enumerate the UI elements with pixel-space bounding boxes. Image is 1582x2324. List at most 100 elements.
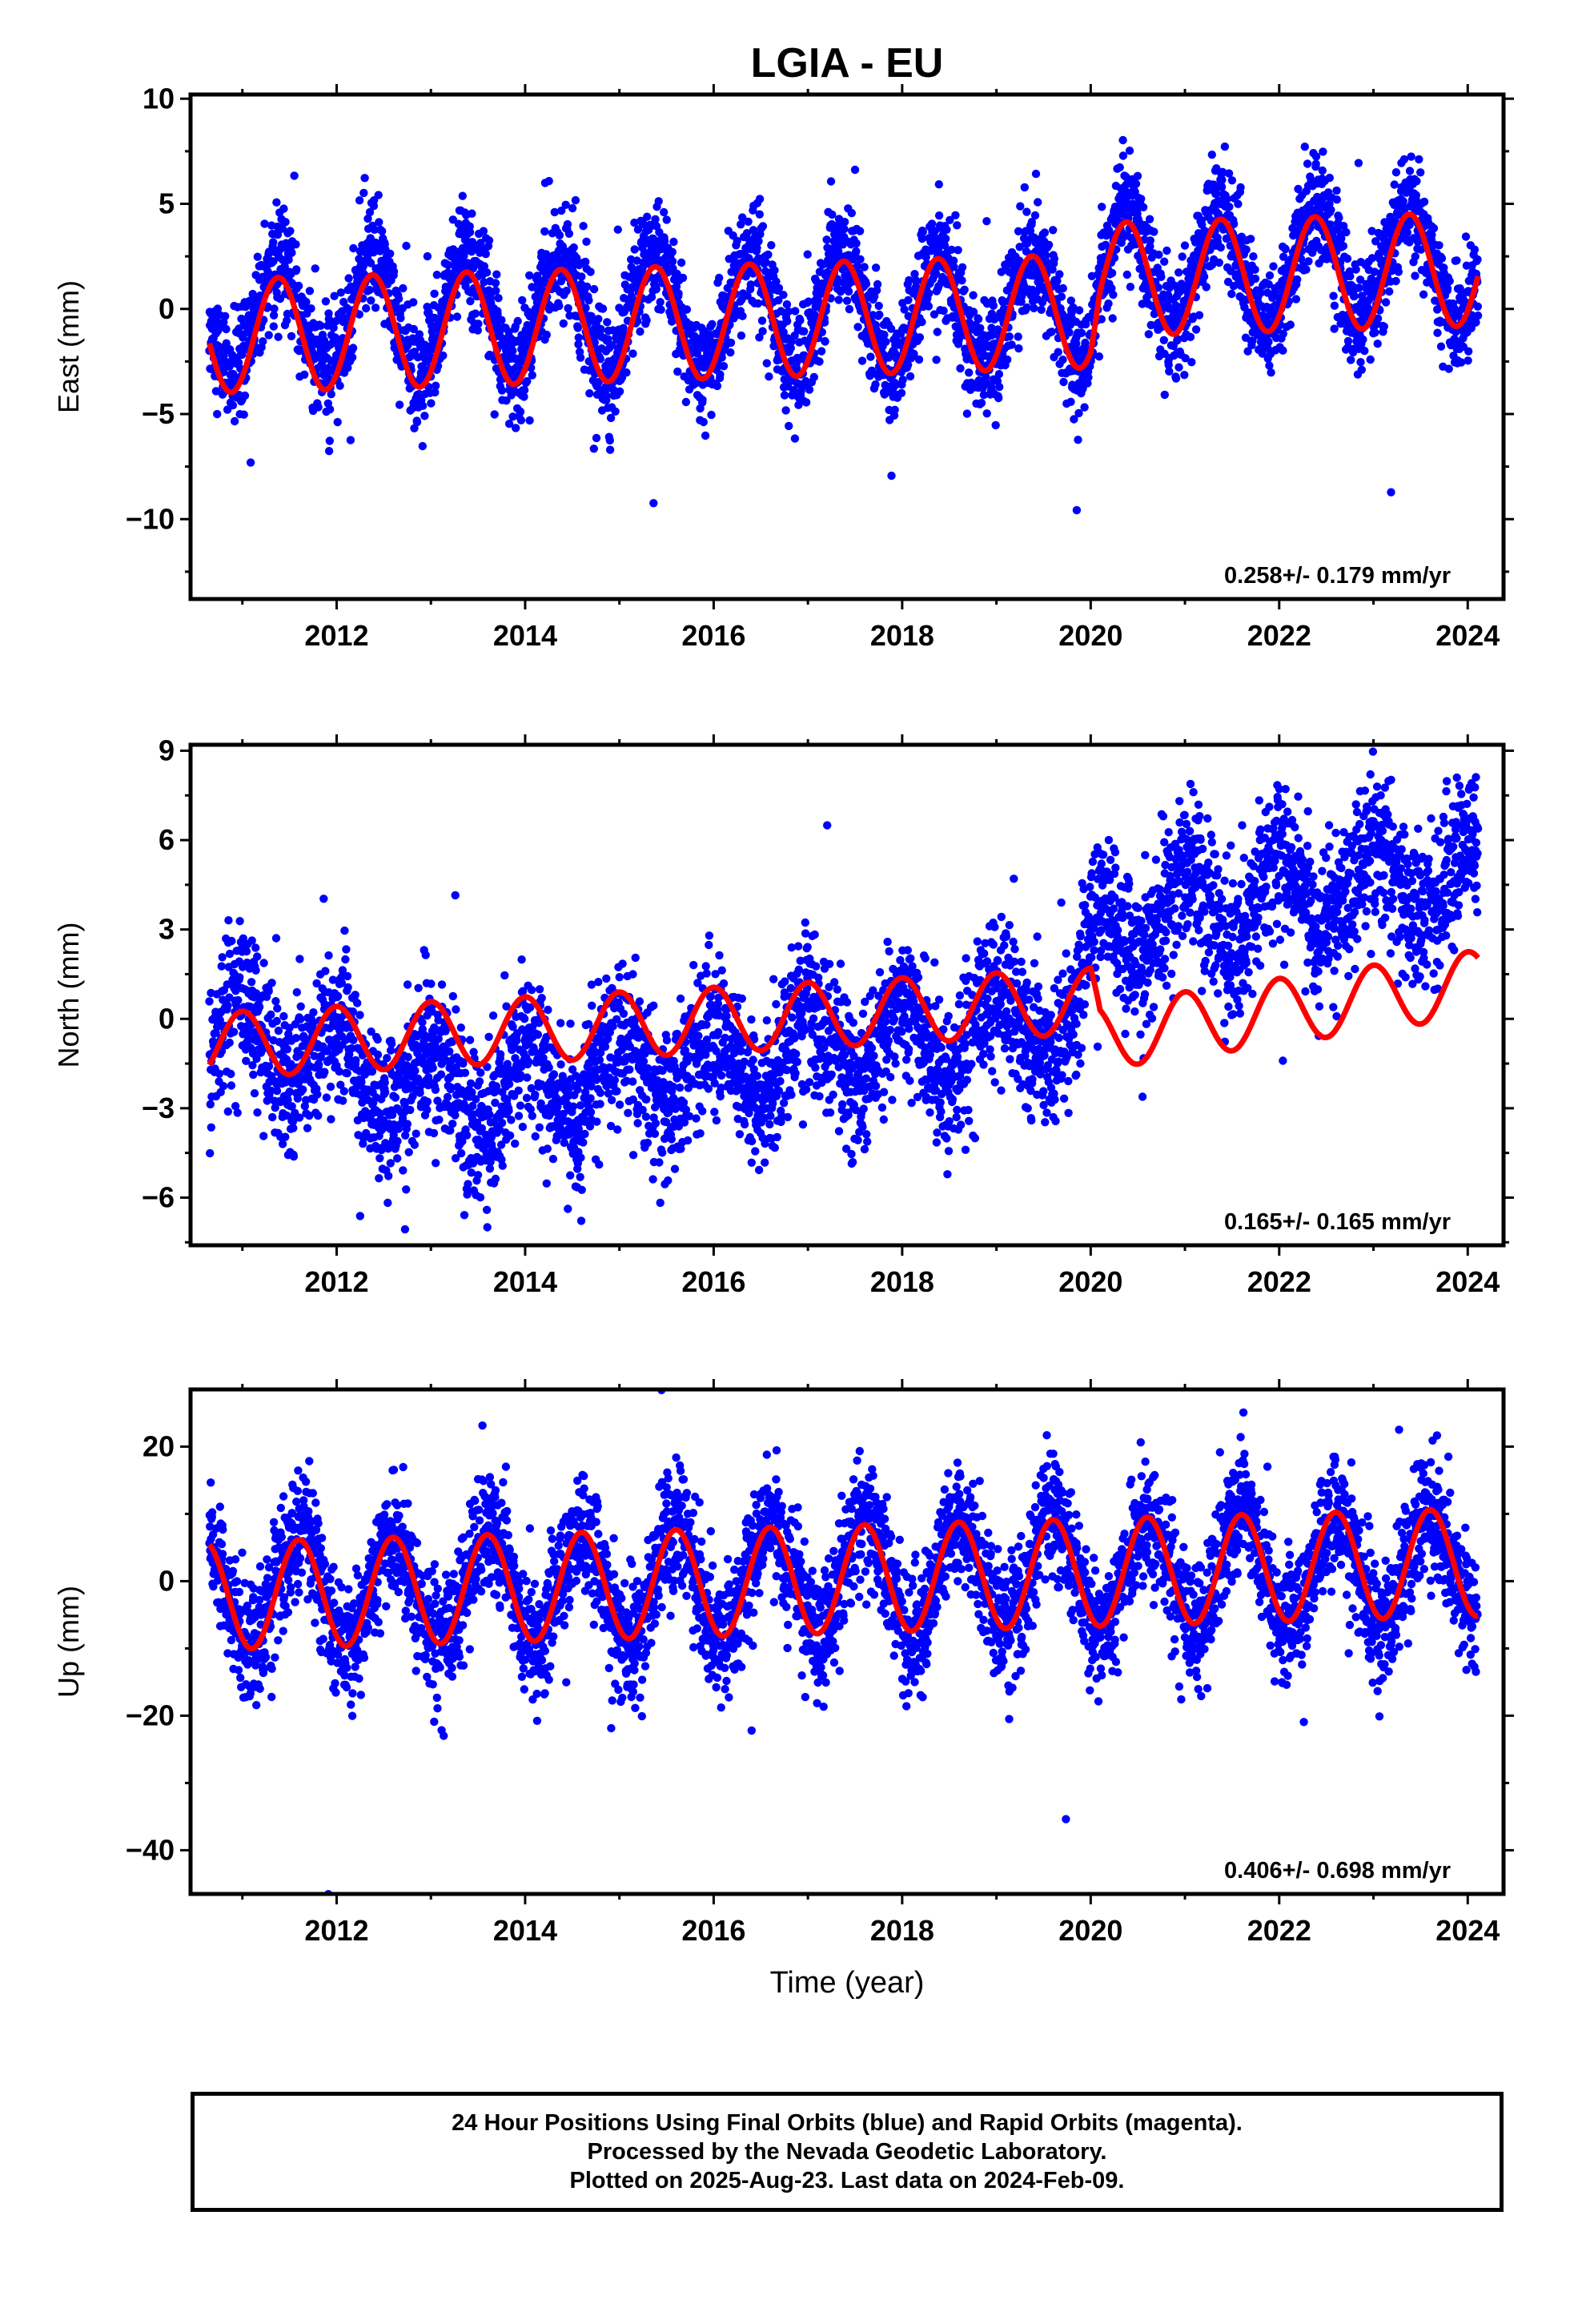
- east-data-point: [880, 330, 889, 340]
- east-data-point: [1473, 255, 1482, 264]
- east-data-point: [881, 337, 890, 346]
- east-data-point: [866, 352, 875, 361]
- east-data-point: [513, 316, 522, 326]
- east-data-point: [1087, 271, 1097, 280]
- east-data-point: [568, 203, 577, 213]
- east-data-point: [1122, 270, 1132, 279]
- east-data-point: [1355, 275, 1365, 284]
- east-data-point: [890, 405, 899, 414]
- east-data-point: [708, 320, 717, 328]
- east-data-point: [371, 304, 380, 312]
- north-data-point: [299, 1085, 307, 1094]
- east-data-point: [1279, 329, 1288, 338]
- east-data-point: [1443, 284, 1452, 293]
- east-data-point: [246, 458, 255, 467]
- east-data-point: [550, 207, 559, 217]
- east-data-point: [561, 200, 570, 209]
- east-data-point: [994, 370, 1004, 379]
- north-data-point: [380, 1078, 389, 1088]
- east-data-point: [1357, 292, 1367, 300]
- north-data-point: [342, 945, 351, 954]
- east-plot-border: [188, 92, 1506, 601]
- east-data-point: [222, 324, 231, 334]
- east-data-point: [491, 279, 500, 287]
- east-data-point: [582, 282, 592, 292]
- east-data-point: [603, 318, 612, 327]
- east-data-point: [1126, 283, 1135, 292]
- east-data-point: [871, 380, 880, 389]
- north-data-point: [355, 1011, 364, 1019]
- east-data-point: [915, 333, 925, 342]
- north-data-point: [253, 952, 262, 961]
- east-data-point: [492, 270, 501, 279]
- north-data-point: [271, 934, 281, 943]
- east-data-point: [1391, 168, 1401, 177]
- east-data-point: [754, 237, 763, 246]
- east-data-point: [504, 420, 514, 428]
- east-data-point: [1415, 155, 1423, 164]
- east-data-point: [762, 359, 771, 368]
- east-data-point: [1118, 135, 1127, 145]
- east-data-point: [921, 252, 930, 262]
- east-data-point: [432, 381, 440, 390]
- east-data-point: [1379, 322, 1389, 331]
- east-data-point: [726, 348, 735, 357]
- east-data-point: [1318, 166, 1327, 175]
- north-data-point: [227, 1069, 235, 1079]
- east-data-point: [1164, 360, 1173, 369]
- east-data-point: [370, 225, 379, 234]
- east-data-point: [856, 255, 865, 263]
- east-data-point: [953, 221, 962, 230]
- north-data-point: [267, 1010, 275, 1019]
- east-data-point: [1247, 235, 1255, 243]
- north-data-point: [215, 1069, 224, 1079]
- east-data-point: [1125, 147, 1134, 155]
- east-data-point: [1101, 240, 1110, 249]
- north-data-point: [333, 991, 343, 1001]
- east-data-point: [746, 280, 755, 289]
- east-x-tick-label: 2024: [1435, 619, 1500, 652]
- east-data-point: [954, 246, 962, 255]
- east-data-point: [1457, 358, 1466, 367]
- east-data-point: [668, 317, 677, 326]
- east-data-point: [608, 340, 616, 350]
- east-data-point: [415, 389, 424, 399]
- east-data-point: [1464, 347, 1473, 356]
- east-data-point: [386, 249, 395, 258]
- east-data-point: [528, 283, 536, 292]
- east-data-point: [662, 215, 671, 224]
- east-data-point: [737, 220, 745, 229]
- north-data-point: [281, 1132, 290, 1141]
- east-data-point: [1265, 361, 1274, 370]
- east-data-point: [622, 368, 631, 377]
- east-data-point: [1330, 324, 1339, 333]
- east-data-point: [742, 229, 752, 238]
- east-data-point: [365, 285, 374, 295]
- east-data-point: [589, 444, 598, 453]
- east-data-point: [656, 305, 665, 314]
- east-data-point: [395, 400, 404, 409]
- east-data-point: [872, 286, 881, 295]
- north-data-point: [292, 987, 301, 997]
- east-data-point: [834, 296, 843, 304]
- east-data-point: [1445, 276, 1454, 286]
- east-data-point: [1249, 252, 1258, 261]
- east-data-point: [1128, 199, 1138, 208]
- east-data-point: [423, 251, 432, 261]
- east-data-point: [738, 213, 747, 222]
- east-data-point: [606, 413, 616, 423]
- east-data-point: [596, 355, 605, 364]
- east-data-point: [1138, 203, 1148, 211]
- east-data-point: [497, 386, 507, 395]
- east-data-point: [757, 316, 767, 325]
- north-data-point: [271, 997, 280, 1006]
- east-data-point: [934, 211, 944, 220]
- east-data-point: [604, 335, 612, 344]
- east-data-point: [1472, 318, 1480, 327]
- east-data-point: [420, 412, 429, 420]
- east-data-point: [1180, 371, 1189, 380]
- east-data-point: [1367, 227, 1376, 235]
- east-data-point: [260, 219, 269, 228]
- east-data-point: [1236, 183, 1245, 192]
